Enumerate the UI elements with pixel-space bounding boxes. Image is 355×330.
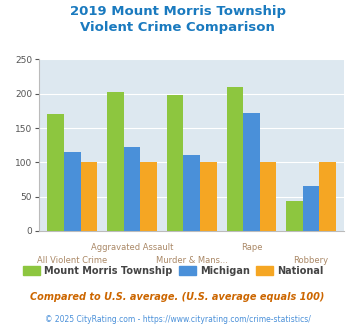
Bar [303, 186, 320, 231]
Bar [81, 162, 97, 231]
Bar [167, 95, 184, 231]
Bar [286, 201, 303, 231]
Text: Murder & Mans...: Murder & Mans... [156, 256, 228, 265]
Bar [184, 155, 200, 231]
Bar [140, 162, 157, 231]
Bar [64, 152, 81, 231]
Legend: Mount Morris Township, Michigan, National: Mount Morris Township, Michigan, Nationa… [19, 262, 327, 280]
Bar [47, 114, 64, 231]
Text: Rape: Rape [241, 243, 262, 251]
Bar [320, 162, 336, 231]
Bar [260, 162, 276, 231]
Text: 2019 Mount Morris Township
Violent Crime Comparison: 2019 Mount Morris Township Violent Crime… [70, 5, 285, 34]
Text: Aggravated Assault: Aggravated Assault [91, 243, 173, 251]
Bar [107, 92, 124, 231]
Text: Compared to U.S. average. (U.S. average equals 100): Compared to U.S. average. (U.S. average … [30, 292, 325, 302]
Text: © 2025 CityRating.com - https://www.cityrating.com/crime-statistics/: © 2025 CityRating.com - https://www.city… [45, 315, 310, 324]
Bar [243, 113, 260, 231]
Text: All Violent Crime: All Violent Crime [37, 256, 107, 265]
Text: Robbery: Robbery [294, 256, 329, 265]
Bar [124, 147, 140, 231]
Bar [226, 87, 243, 231]
Bar [200, 162, 217, 231]
